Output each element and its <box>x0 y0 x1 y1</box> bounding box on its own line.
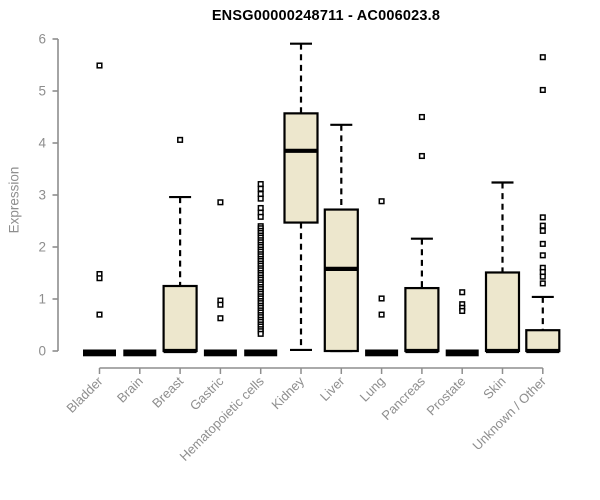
svg-text:2: 2 <box>38 240 46 255</box>
svg-text:6: 6 <box>38 32 46 47</box>
svg-text:5: 5 <box>38 84 46 99</box>
svg-text:Prostate: Prostate <box>423 374 468 419</box>
svg-text:Skin: Skin <box>480 374 508 402</box>
svg-text:Unknown / Other: Unknown / Other <box>469 373 549 453</box>
svg-text:Brain: Brain <box>114 374 146 406</box>
svg-text:3: 3 <box>38 188 46 203</box>
svg-text:Lung: Lung <box>357 374 388 405</box>
svg-text:4: 4 <box>38 136 46 151</box>
svg-text:0: 0 <box>38 344 46 359</box>
svg-text:Breast: Breast <box>149 373 186 410</box>
svg-text:Liver: Liver <box>317 373 348 404</box>
svg-text:Pancreas: Pancreas <box>379 373 429 423</box>
svg-text:Gastric: Gastric <box>187 373 227 413</box>
svg-text:Bladder: Bladder <box>63 373 106 416</box>
chart-title: ENSG00000248711 - AC006023.8 <box>211 8 441 24</box>
svg-text:Kidney: Kidney <box>268 373 307 412</box>
svg-text:1: 1 <box>38 292 46 307</box>
